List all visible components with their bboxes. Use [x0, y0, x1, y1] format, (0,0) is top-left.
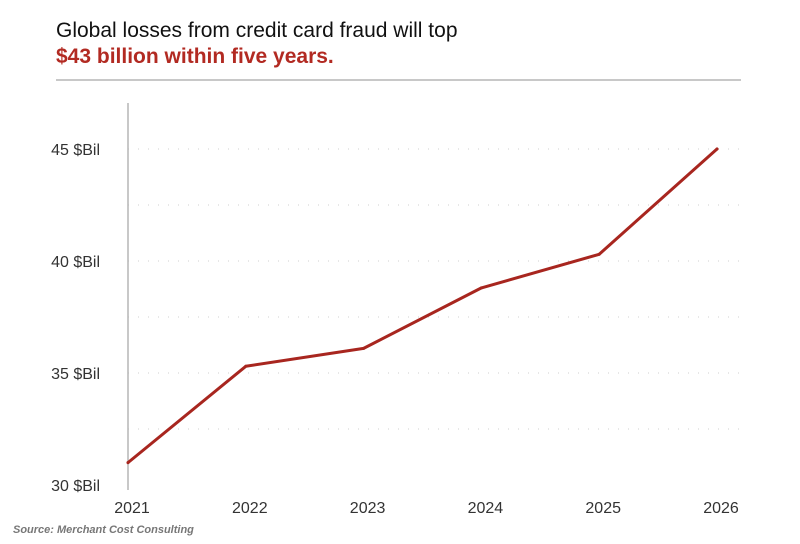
y-tick-label: 30 $Bil — [51, 478, 100, 495]
x-tick-label: 2021 — [114, 500, 150, 517]
source-note: Source: Merchant Cost Consulting — [13, 524, 194, 536]
data-point — [126, 461, 130, 465]
y-tick-label: 35 $Bil — [51, 366, 100, 383]
data-point — [362, 346, 366, 350]
chart-subtitle: $43 billion within five years. — [56, 45, 334, 68]
x-tick-label: 2025 — [585, 500, 621, 517]
data-point — [597, 252, 601, 256]
x-tick-label: 2026 — [703, 500, 739, 517]
chart-title: Global losses from credit card fraud wil… — [56, 19, 458, 42]
x-axis-ticks: 2021 2022 2023 2024 2025 2026 — [114, 500, 739, 517]
x-tick-label: 2023 — [350, 500, 386, 517]
y-axis-ticks: 30 $Bil 35 $Bil 40 $Bil 45 $Bil — [51, 142, 100, 495]
y-tick-label: 40 $Bil — [51, 254, 100, 271]
title-divider — [56, 79, 741, 81]
x-tick-label: 2024 — [468, 500, 504, 517]
data-points — [126, 147, 719, 465]
data-point — [479, 286, 483, 290]
data-point — [244, 364, 248, 368]
series-line — [126, 147, 719, 465]
y-tick-label: 45 $Bil — [51, 142, 100, 159]
data-point — [715, 147, 719, 151]
x-tick-label: 2022 — [232, 500, 268, 517]
